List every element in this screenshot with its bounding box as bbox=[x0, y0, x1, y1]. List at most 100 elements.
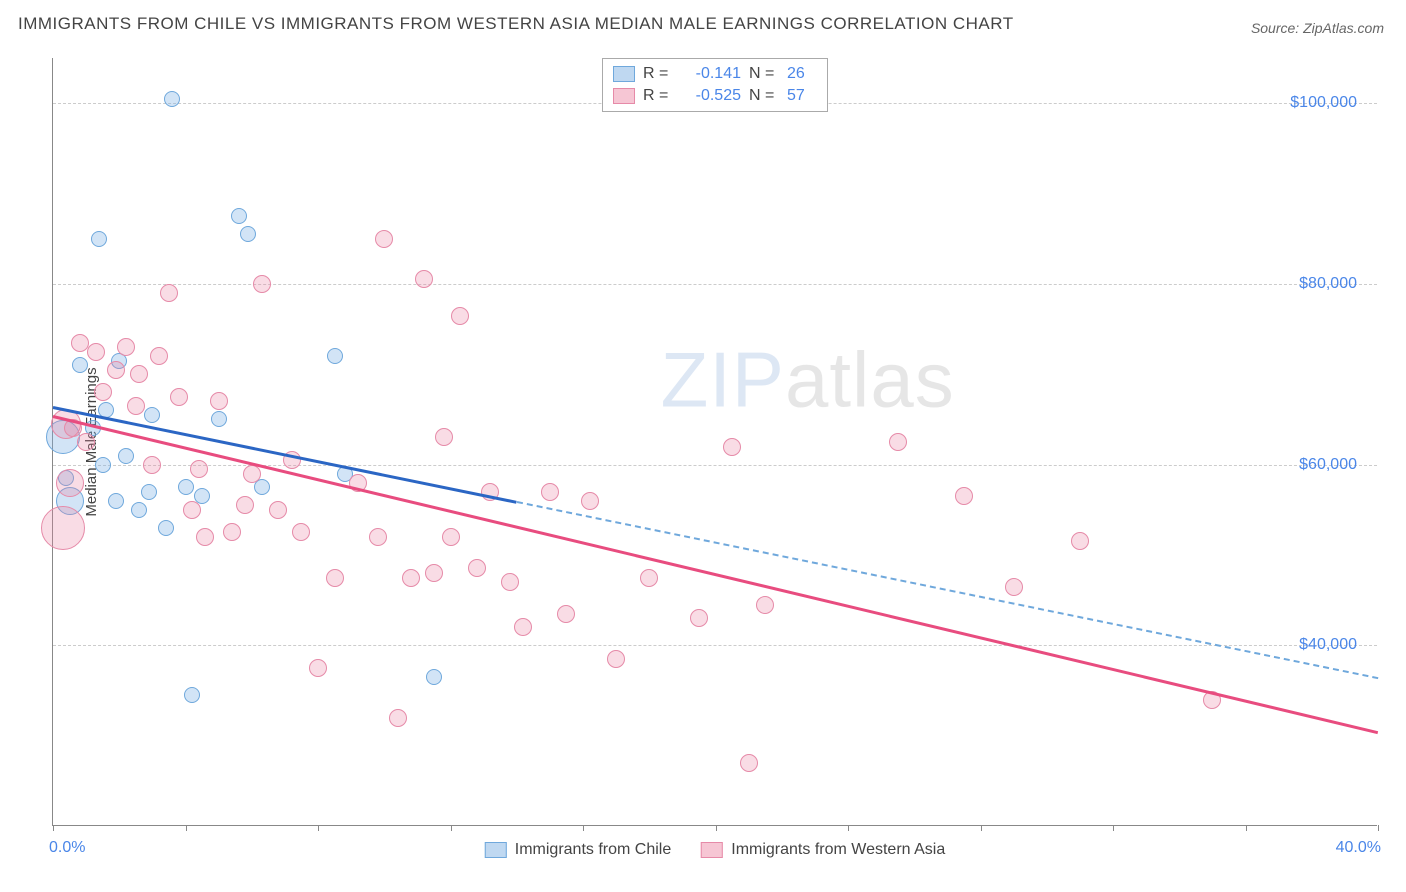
trend-line bbox=[53, 415, 1379, 734]
data-point bbox=[158, 520, 174, 536]
n-label: N = bbox=[749, 87, 779, 105]
r-value-series1: -0.141 bbox=[681, 65, 741, 83]
legend-label-series2: Immigrants from Western Asia bbox=[731, 841, 945, 859]
data-point bbox=[91, 231, 107, 247]
data-point bbox=[56, 469, 84, 497]
data-point bbox=[130, 365, 148, 383]
data-point bbox=[557, 605, 575, 623]
data-point bbox=[756, 596, 774, 614]
data-point bbox=[468, 559, 486, 577]
swatch-series2 bbox=[613, 88, 635, 104]
data-point bbox=[160, 284, 178, 302]
r-label: R = bbox=[643, 87, 673, 105]
data-point bbox=[87, 343, 105, 361]
y-tick-label: $80,000 bbox=[1299, 275, 1357, 293]
data-point bbox=[269, 501, 287, 519]
data-point bbox=[501, 573, 519, 591]
data-point bbox=[327, 348, 343, 364]
data-point bbox=[94, 383, 112, 401]
data-point bbox=[183, 501, 201, 519]
data-point bbox=[196, 528, 214, 546]
n-label: N = bbox=[749, 65, 779, 83]
data-point bbox=[231, 208, 247, 224]
data-point bbox=[253, 275, 271, 293]
watermark: ZIPatlas bbox=[661, 335, 955, 426]
data-point bbox=[164, 91, 180, 107]
data-point bbox=[690, 609, 708, 627]
n-value-series2: 57 bbox=[787, 87, 817, 105]
plot-area: ZIPatlas Median Male Earnings $40,000$60… bbox=[52, 58, 1377, 826]
legend-item-series2: Immigrants from Western Asia bbox=[701, 841, 945, 859]
data-point bbox=[581, 492, 599, 510]
data-point bbox=[178, 479, 194, 495]
y-tick-label: $60,000 bbox=[1299, 456, 1357, 474]
legend-swatch-series2 bbox=[701, 842, 723, 858]
data-point bbox=[150, 347, 168, 365]
stats-row-series2: R = -0.525 N = 57 bbox=[613, 85, 817, 107]
data-point bbox=[375, 230, 393, 248]
chart-title: IMMIGRANTS FROM CHILE VS IMMIGRANTS FROM… bbox=[18, 14, 1014, 34]
stats-row-series1: R = -0.141 N = 26 bbox=[613, 63, 817, 85]
data-point bbox=[389, 709, 407, 727]
y-tick-label: $100,000 bbox=[1290, 94, 1357, 112]
legend: Immigrants from Chile Immigrants from We… bbox=[485, 841, 945, 859]
watermark-thin: atlas bbox=[785, 336, 955, 424]
data-point bbox=[254, 479, 270, 495]
data-point bbox=[117, 338, 135, 356]
data-point bbox=[223, 523, 241, 541]
data-point bbox=[607, 650, 625, 668]
correlation-stats-box: R = -0.141 N = 26 R = -0.525 N = 57 bbox=[602, 58, 828, 112]
data-point bbox=[240, 226, 256, 242]
y-tick-label: $40,000 bbox=[1299, 636, 1357, 654]
r-value-series2: -0.525 bbox=[681, 87, 741, 105]
data-point bbox=[541, 483, 559, 501]
data-point bbox=[326, 569, 344, 587]
data-point bbox=[740, 754, 758, 772]
legend-label-series1: Immigrants from Chile bbox=[515, 841, 671, 859]
r-label: R = bbox=[643, 65, 673, 83]
data-point bbox=[425, 564, 443, 582]
data-point bbox=[144, 407, 160, 423]
data-point bbox=[426, 669, 442, 685]
data-point bbox=[292, 523, 310, 541]
swatch-series1 bbox=[613, 66, 635, 82]
data-point bbox=[131, 502, 147, 518]
data-point bbox=[435, 428, 453, 446]
data-point bbox=[184, 687, 200, 703]
data-point bbox=[190, 460, 208, 478]
watermark-bold: ZIP bbox=[661, 336, 785, 424]
data-point bbox=[211, 411, 227, 427]
data-point bbox=[514, 618, 532, 636]
data-point bbox=[108, 493, 124, 509]
data-point bbox=[415, 270, 433, 288]
data-point bbox=[72, 357, 88, 373]
data-point bbox=[143, 456, 161, 474]
data-point bbox=[141, 484, 157, 500]
data-point bbox=[243, 465, 261, 483]
data-point bbox=[640, 569, 658, 587]
data-point bbox=[236, 496, 254, 514]
data-point bbox=[95, 457, 111, 473]
data-point bbox=[107, 361, 125, 379]
legend-swatch-series1 bbox=[485, 842, 507, 858]
data-point bbox=[309, 659, 327, 677]
data-point bbox=[723, 438, 741, 456]
x-axis-min-label: 0.0% bbox=[49, 839, 85, 857]
trend-line bbox=[517, 501, 1379, 679]
data-point bbox=[127, 397, 145, 415]
data-point bbox=[451, 307, 469, 325]
data-point bbox=[369, 528, 387, 546]
data-point bbox=[118, 448, 134, 464]
source-attribution: Source: ZipAtlas.com bbox=[1251, 20, 1384, 36]
data-point bbox=[71, 334, 89, 352]
n-value-series1: 26 bbox=[787, 65, 817, 83]
data-point bbox=[442, 528, 460, 546]
data-point bbox=[210, 392, 228, 410]
x-axis-max-label: 40.0% bbox=[1336, 839, 1381, 857]
data-point bbox=[955, 487, 973, 505]
data-point bbox=[889, 433, 907, 451]
data-point bbox=[170, 388, 188, 406]
data-point bbox=[1071, 532, 1089, 550]
data-point bbox=[1005, 578, 1023, 596]
data-point bbox=[41, 506, 85, 550]
